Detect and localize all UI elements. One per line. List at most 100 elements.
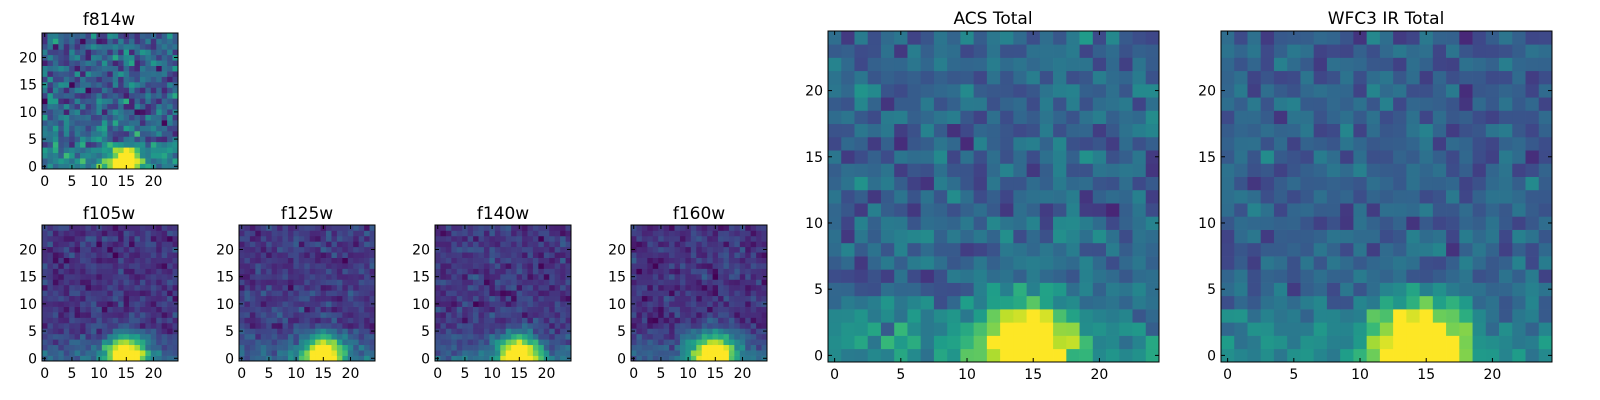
heatmap-cell: [315, 235, 321, 242]
heatmap-cell: [1538, 83, 1553, 98]
heatmap-cell: [728, 328, 735, 335]
heatmap-cell: [1273, 322, 1288, 336]
heatmap-cell: [156, 339, 163, 346]
heatmap-cell: [636, 333, 643, 340]
heatmap-cell: [690, 252, 697, 258]
heatmap-cell: [679, 333, 686, 340]
heatmap-cell: [549, 317, 556, 324]
heatmap-cell: [1499, 335, 1513, 350]
heatmap-cell: [145, 333, 152, 340]
heatmap-cell: [483, 273, 490, 280]
heatmap-cell: [266, 235, 272, 242]
heatmap-cell: [277, 355, 283, 362]
heatmap-cell: [679, 322, 686, 329]
heatmap-cell: [674, 279, 681, 286]
heatmap-cell: [244, 301, 251, 307]
heatmap-cell: [101, 246, 108, 253]
heatmap-cell: [641, 328, 648, 335]
heatmap-cell: [101, 295, 108, 302]
heatmap-cell: [854, 256, 869, 270]
heatmap-cell: [353, 257, 360, 264]
heatmap-cell: [527, 317, 534, 324]
heatmap-cell: [1079, 57, 1094, 72]
heatmap-cell: [118, 312, 124, 318]
heatmap-cell: [1485, 110, 1500, 125]
heatmap-cell: [1273, 256, 1288, 270]
heatmap-cell: [1119, 335, 1133, 350]
heatmap-cell: [134, 71, 141, 77]
heatmap-cell: [156, 92, 163, 99]
heatmap-cell: [167, 290, 173, 297]
heatmap-cell: [101, 60, 108, 66]
heatmap-cell: [320, 339, 327, 346]
heatmap-cell: [718, 257, 724, 264]
heatmap-cell: [145, 120, 152, 126]
heatmap-cell: [756, 350, 762, 356]
heatmap-cell: [161, 306, 168, 313]
heatmap-cell: [282, 339, 289, 346]
heatmap-cell: [271, 241, 278, 248]
heatmap-cell: [315, 333, 321, 340]
heatmap-cell: [118, 241, 124, 248]
heatmap-cell: [516, 301, 523, 307]
heatmap-cell: [986, 216, 1001, 230]
heatmap-cell: [298, 295, 305, 302]
heatmap-cell: [123, 241, 130, 248]
heatmap-cell: [304, 263, 311, 269]
heatmap-cell: [1485, 70, 1500, 85]
heatmap-cell: [701, 235, 708, 242]
heatmap-cell: [1106, 348, 1120, 363]
heatmap-cell: [161, 273, 168, 280]
heatmap-cell: [309, 284, 316, 291]
heatmap-cell: [90, 54, 97, 61]
heatmap-cell: [679, 301, 686, 307]
heatmap-cell: [516, 290, 523, 297]
heatmap-cell: [260, 241, 267, 248]
y-tick-label: 15: [216, 270, 234, 286]
heatmap-cell: [1079, 83, 1094, 98]
heatmap-cell: [1221, 97, 1235, 111]
heatmap-cell: [134, 114, 141, 121]
heatmap-cell: [505, 241, 512, 248]
heatmap-cell: [1393, 176, 1407, 191]
heatmap-cell: [1432, 189, 1447, 204]
heatmap-cell: [451, 273, 458, 280]
heatmap-cell: [369, 225, 376, 231]
heatmap-cell: [369, 252, 376, 258]
heatmap-cell: [960, 203, 974, 217]
heatmap-cell: [1273, 31, 1288, 45]
heatmap-cell: [1512, 309, 1526, 323]
heatmap-cell: [565, 350, 572, 356]
heatmap-cell: [90, 109, 97, 115]
heatmap-cell: [1472, 335, 1487, 350]
heatmap-cell: [880, 31, 895, 45]
heatmap-cell: [473, 263, 479, 269]
heatmap-cell: [304, 333, 311, 340]
heatmap-cell: [828, 335, 842, 350]
heatmap-cell: [342, 344, 349, 351]
heatmap-cell: [139, 279, 146, 286]
heatmap-cell: [690, 328, 697, 335]
heatmap-cell: [107, 230, 114, 237]
heatmap-cell: [554, 328, 561, 335]
heatmap-cell: [63, 76, 70, 83]
heatmap-cell: [1446, 150, 1460, 164]
heatmap-cell: [42, 43, 48, 50]
heatmap-cell: [58, 328, 65, 335]
heatmap-cell: [641, 257, 648, 264]
heatmap-cell: [761, 268, 768, 275]
heatmap-cell: [1106, 295, 1120, 310]
x-tick-label: 0: [40, 174, 49, 190]
heatmap-cell: [1287, 348, 1301, 363]
heatmap-cell: [139, 38, 146, 45]
heatmap-cell: [565, 317, 572, 324]
heatmap-cell: [1340, 322, 1354, 336]
heatmap-cell: [167, 284, 173, 291]
heatmap-cell: [538, 301, 545, 307]
heatmap-cell: [658, 252, 664, 258]
heatmap-cell: [1273, 97, 1288, 111]
heatmap-cell: [522, 322, 528, 329]
heatmap-cell: [331, 350, 338, 356]
heatmap-cell: [462, 273, 468, 280]
